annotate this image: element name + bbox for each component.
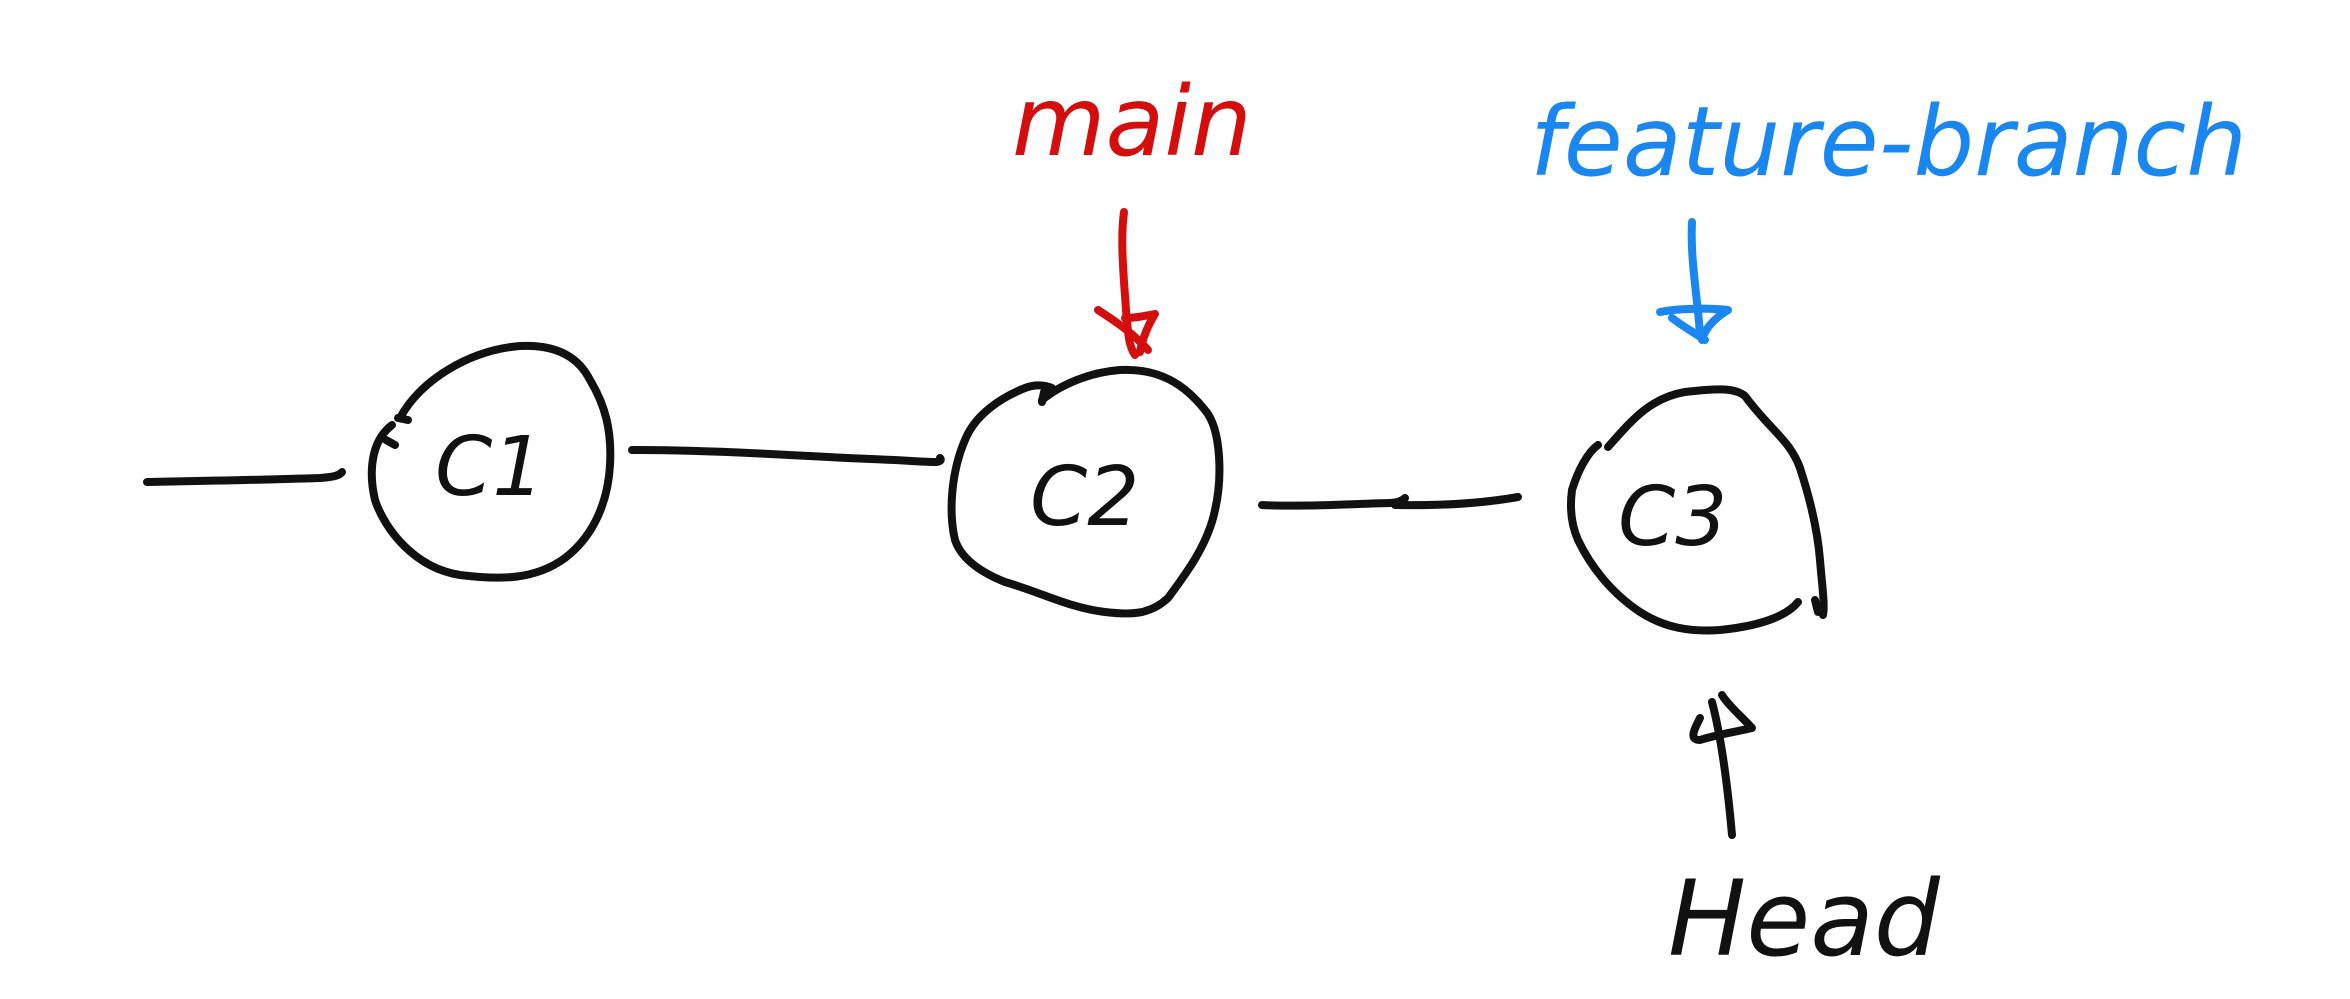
arrow-feature-head	[1656, 304, 1732, 344]
commit-tick-c3	[1811, 596, 1822, 616]
pointer-feature-branch: feature-branch	[1530, 86, 2247, 344]
commit-label-c1: C1	[435, 420, 544, 515]
arrow-main-head	[1094, 306, 1159, 356]
commit-circle-c1	[367, 341, 615, 582]
commit-tick-c1-b	[382, 436, 399, 449]
commit-node-c1: C1	[367, 341, 615, 582]
history-line-start	[143, 468, 346, 486]
pointer-label-feature-branch: feature-branch	[1530, 86, 2247, 198]
edge-c1-c2	[628, 446, 945, 466]
pointer-label-main: main	[1012, 66, 1252, 178]
edge-c2-c3	[1258, 493, 1522, 510]
commit-tick-c2	[1038, 388, 1048, 406]
commit-label-c2: C2	[1030, 450, 1139, 545]
commit-circle-c3	[1566, 385, 1828, 635]
commit-node-c3: C3	[1566, 385, 1828, 635]
arrow-head-shaft	[1708, 698, 1736, 839]
arrow-feature-shaft	[1687, 218, 1704, 339]
arrow-head-head	[1689, 691, 1756, 744]
pointer-main: main	[1012, 66, 1252, 359]
pointer-label-head: Head	[1668, 858, 1941, 980]
commit-tick-c1-a	[394, 414, 412, 424]
commit-circle-c2	[947, 365, 1224, 618]
arrow-main-shaft	[1118, 208, 1139, 359]
pointer-head: Head	[1668, 691, 1941, 980]
commit-label-c3: C3	[1618, 470, 1727, 565]
commit-node-c2: C2	[947, 365, 1224, 618]
